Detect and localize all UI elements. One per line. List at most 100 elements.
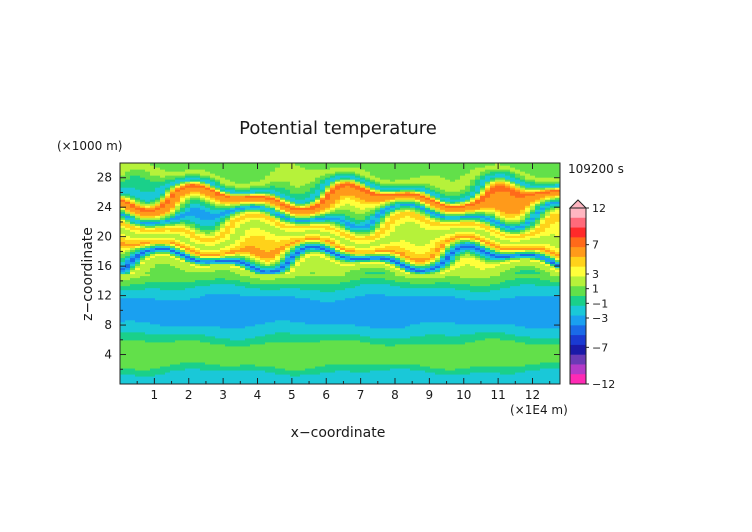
heatmap-cell <box>250 171 256 174</box>
heatmap-cell <box>305 177 311 180</box>
heatmap-cell <box>215 217 221 220</box>
heatmap-cell <box>305 191 311 194</box>
heatmap-cell <box>275 271 281 275</box>
heatmap-cell <box>120 275 126 279</box>
heatmap-cell <box>130 291 136 295</box>
heatmap-cell <box>120 289 126 293</box>
heatmap-cell <box>190 243 196 246</box>
heatmap-cell <box>245 279 251 283</box>
heatmap-cell <box>165 185 171 188</box>
heatmap-cell <box>250 211 256 214</box>
heatmap-cell <box>270 255 276 259</box>
heatmap-cell <box>320 169 326 172</box>
heatmap-cell <box>275 343 281 347</box>
heatmap-cell <box>290 203 296 206</box>
heatmap-cell <box>205 297 211 301</box>
heatmap-cell <box>245 365 251 369</box>
heatmap-cell <box>305 185 311 188</box>
heatmap-cell <box>305 229 311 232</box>
heatmap-cell <box>160 283 166 287</box>
heatmap-cell <box>275 273 281 277</box>
heatmap-cell <box>140 305 146 309</box>
heatmap-cell <box>335 175 341 178</box>
heatmap-cell <box>190 339 196 343</box>
heatmap-cell <box>315 273 321 277</box>
heatmap-cell <box>325 213 331 216</box>
heatmap-cell <box>235 249 241 252</box>
heatmap-cell <box>295 313 301 317</box>
heatmap-cell <box>325 333 331 337</box>
heatmap-cell <box>240 201 246 204</box>
heatmap-cell <box>190 271 196 275</box>
heatmap-cell <box>190 373 196 377</box>
heatmap-cell <box>210 195 216 198</box>
heatmap-cell <box>265 213 271 216</box>
heatmap-cell <box>135 253 141 257</box>
heatmap-cell <box>270 303 276 307</box>
heatmap-cell <box>200 327 206 331</box>
heatmap-cell <box>220 339 226 343</box>
heatmap-cell <box>175 333 181 337</box>
heatmap-cell <box>260 299 266 303</box>
heatmap-cell <box>305 293 311 297</box>
heatmap-cell <box>170 257 176 261</box>
heatmap-cell <box>305 253 311 257</box>
heatmap-cell <box>335 195 341 198</box>
heatmap-cell <box>150 201 156 204</box>
heatmap-cell <box>170 281 176 285</box>
heatmap-cell <box>310 335 316 339</box>
heatmap-cell <box>320 227 326 230</box>
heatmap-cell <box>140 363 146 367</box>
heatmap-cell <box>315 251 321 255</box>
heatmap-cell <box>245 219 251 222</box>
heatmap-cell <box>245 371 251 375</box>
heatmap-cell <box>185 285 191 289</box>
heatmap-cell <box>175 183 181 186</box>
heatmap-cell <box>205 293 211 297</box>
heatmap-cell <box>230 359 236 363</box>
heatmap-cell <box>310 353 316 357</box>
heatmap-cell <box>250 327 256 331</box>
heatmap-cell <box>190 197 196 200</box>
heatmap-cell <box>120 187 126 190</box>
heatmap-cell <box>315 321 321 325</box>
heatmap-cell <box>335 325 341 329</box>
heatmap-cell <box>155 241 161 244</box>
heatmap-cell <box>265 291 271 295</box>
heatmap-cell <box>205 249 211 252</box>
heatmap-cell <box>155 201 161 204</box>
heatmap-cell <box>270 367 276 371</box>
heatmap-cell <box>205 273 211 277</box>
heatmap-cell <box>305 171 311 174</box>
heatmap-cell <box>225 335 231 339</box>
heatmap-cell <box>325 179 331 182</box>
heatmap-cell <box>270 173 276 176</box>
heatmap-cell <box>130 267 136 271</box>
heatmap-cell <box>270 335 276 339</box>
heatmap-cell <box>340 183 346 186</box>
heatmap-cell <box>170 263 176 267</box>
heatmap-cell <box>130 247 136 250</box>
heatmap-cell <box>300 361 306 365</box>
heatmap-cell <box>175 177 181 180</box>
heatmap-cell <box>255 185 261 188</box>
heatmap-cell <box>285 241 291 244</box>
heatmap-cell <box>120 219 126 222</box>
heatmap-cell <box>285 295 291 299</box>
heatmap-cell <box>275 293 281 297</box>
heatmap-cell <box>190 249 196 252</box>
heatmap-cell <box>340 283 346 287</box>
heatmap-cell <box>260 279 266 283</box>
heatmap-cell <box>295 277 301 281</box>
heatmap-cell <box>135 289 141 293</box>
heatmap-cell <box>125 223 131 226</box>
heatmap-cell <box>310 245 316 248</box>
heatmap-cell <box>285 351 291 355</box>
heatmap-cell <box>310 381 316 384</box>
heatmap-cell <box>145 303 151 307</box>
heatmap-cell <box>220 279 226 283</box>
heatmap-cell <box>185 251 191 255</box>
heatmap-cell <box>265 295 271 299</box>
heatmap-cell <box>210 295 216 299</box>
heatmap-cell <box>240 275 246 279</box>
